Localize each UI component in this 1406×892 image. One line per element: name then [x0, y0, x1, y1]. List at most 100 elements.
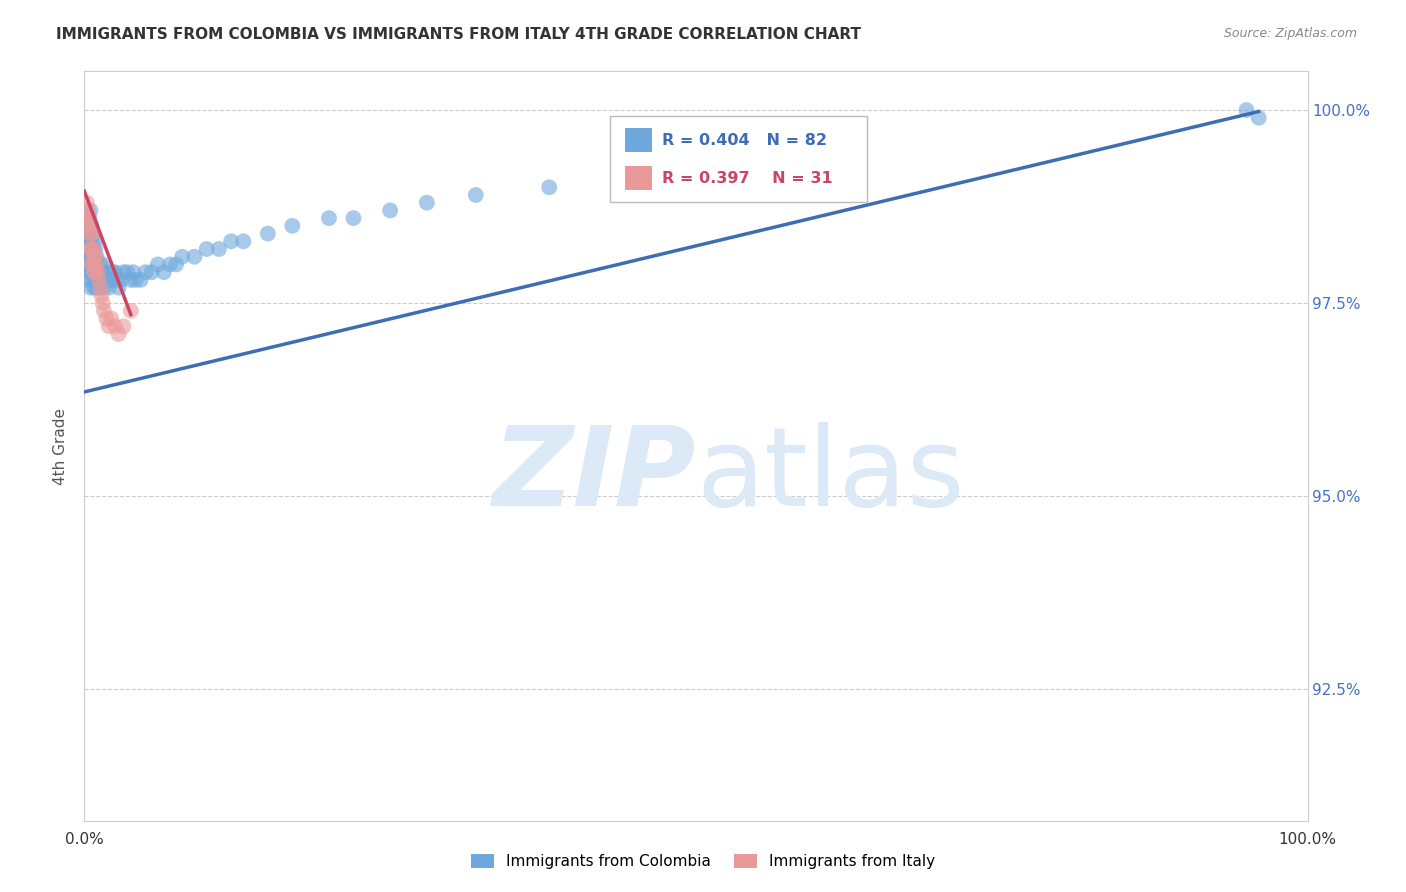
- Point: [90, 265, 112, 279]
- Point: [208, 242, 231, 256]
- Point: [1247, 111, 1270, 125]
- Point: [80, 265, 103, 279]
- Point: [87, 273, 110, 287]
- Point: [141, 265, 163, 279]
- Point: [83, 250, 105, 264]
- Point: [100, 273, 122, 287]
- Point: [77, 235, 100, 249]
- Point: [77, 211, 100, 226]
- Point: [122, 265, 145, 279]
- Point: [84, 273, 107, 287]
- Point: [153, 265, 176, 279]
- Point: [93, 265, 115, 279]
- Point: [82, 227, 104, 241]
- Point: [120, 303, 142, 318]
- Point: [91, 296, 114, 310]
- Point: [82, 242, 104, 256]
- Point: [83, 265, 105, 279]
- Text: Source: ZipAtlas.com: Source: ZipAtlas.com: [1223, 27, 1357, 40]
- Text: R = 0.404   N = 82: R = 0.404 N = 82: [662, 133, 827, 148]
- Point: [82, 257, 104, 271]
- Point: [90, 288, 112, 302]
- Point: [76, 235, 98, 249]
- Point: [79, 227, 101, 241]
- Point: [93, 280, 115, 294]
- Point: [84, 242, 107, 256]
- Point: [86, 250, 108, 264]
- Point: [96, 265, 118, 279]
- Point: [135, 265, 157, 279]
- Point: [76, 195, 98, 210]
- Point: [94, 273, 117, 287]
- Point: [83, 235, 105, 249]
- Point: [110, 273, 132, 287]
- Point: [112, 265, 135, 279]
- Bar: [626, 167, 652, 190]
- Point: [101, 265, 124, 279]
- Point: [79, 242, 101, 256]
- Point: [79, 219, 101, 233]
- Point: [86, 265, 108, 279]
- Point: [342, 211, 364, 226]
- Point: [107, 326, 129, 341]
- Point: [125, 273, 148, 287]
- Point: [83, 265, 105, 279]
- Point: [89, 280, 111, 294]
- Point: [100, 311, 122, 326]
- Point: [257, 227, 280, 241]
- Point: [84, 265, 107, 279]
- Point: [87, 265, 110, 279]
- Point: [76, 219, 98, 233]
- Point: [107, 280, 129, 294]
- Point: [87, 273, 110, 287]
- Point: [380, 203, 402, 218]
- Point: [80, 235, 103, 249]
- Point: [77, 203, 100, 218]
- Point: [120, 273, 142, 287]
- Point: [416, 195, 439, 210]
- Point: [80, 250, 103, 264]
- Point: [86, 280, 108, 294]
- Point: [165, 257, 187, 271]
- Point: [77, 257, 100, 271]
- Point: [112, 319, 135, 334]
- Point: [77, 250, 100, 264]
- Point: [104, 265, 127, 279]
- Point: [82, 242, 104, 256]
- Point: [82, 257, 104, 271]
- Point: [79, 257, 101, 271]
- Point: [77, 273, 100, 287]
- Point: [80, 227, 103, 241]
- Point: [83, 250, 105, 264]
- Point: [82, 273, 104, 287]
- Point: [77, 242, 100, 256]
- Point: [77, 211, 100, 226]
- Point: [1236, 103, 1258, 117]
- Point: [86, 257, 108, 271]
- Point: [80, 242, 103, 256]
- Point: [83, 280, 105, 294]
- Point: [318, 211, 340, 226]
- Text: ZIP: ZIP: [492, 423, 696, 530]
- Point: [87, 265, 110, 279]
- Point: [129, 273, 152, 287]
- Point: [464, 188, 486, 202]
- Point: [79, 227, 101, 241]
- Y-axis label: 4th Grade: 4th Grade: [53, 408, 69, 484]
- Point: [77, 265, 100, 279]
- Point: [84, 257, 107, 271]
- Point: [79, 280, 101, 294]
- Point: [80, 257, 103, 271]
- Text: atlas: atlas: [696, 423, 965, 530]
- Point: [91, 273, 114, 287]
- Point: [105, 273, 128, 287]
- Text: IMMIGRANTS FROM COLOMBIA VS IMMIGRANTS FROM ITALY 4TH GRADE CORRELATION CHART: IMMIGRANTS FROM COLOMBIA VS IMMIGRANTS F…: [56, 27, 862, 42]
- Point: [115, 265, 138, 279]
- Point: [281, 219, 304, 233]
- Point: [89, 257, 111, 271]
- Point: [538, 180, 561, 194]
- Point: [87, 257, 110, 271]
- Point: [97, 280, 120, 294]
- Point: [232, 235, 254, 249]
- Legend: Immigrants from Colombia, Immigrants from Italy: Immigrants from Colombia, Immigrants fro…: [465, 848, 941, 875]
